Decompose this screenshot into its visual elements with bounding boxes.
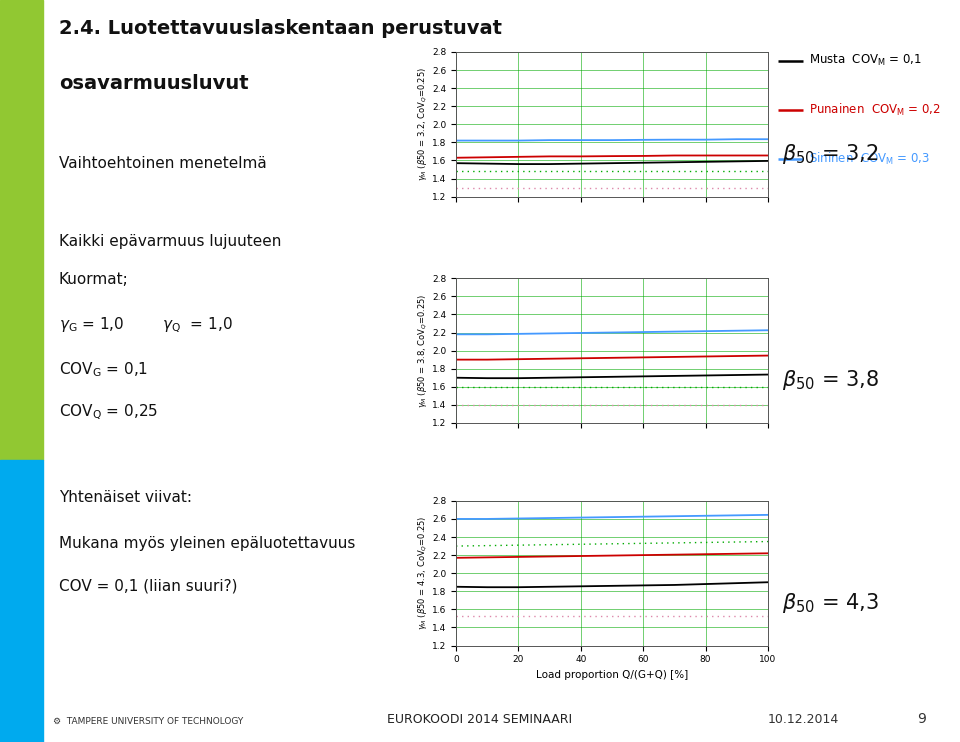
Text: ⚙  TAMPERE UNIVERSITY OF TECHNOLOGY: ⚙ TAMPERE UNIVERSITY OF TECHNOLOGY xyxy=(53,717,243,726)
Text: Musta  COV$_\mathrm{M}$ = 0,1: Musta COV$_\mathrm{M}$ = 0,1 xyxy=(809,53,923,68)
Y-axis label: $\gamma_\mathrm{M}$ ($\beta50$ = 3.2, $\mathrm{CoV}_Q$=0.25): $\gamma_\mathrm{M}$ ($\beta50$ = 3.2, $\… xyxy=(417,68,429,181)
Text: 10.12.2014: 10.12.2014 xyxy=(768,712,839,726)
Text: $\beta_{50}$ = 3,2: $\beta_{50}$ = 3,2 xyxy=(782,142,878,166)
Bar xyxy=(0,0,43,460)
Text: EUROKOODI 2014 SEMINAARI: EUROKOODI 2014 SEMINAARI xyxy=(388,712,572,726)
Text: Kaikki epävarmuus lujuuteen: Kaikki epävarmuus lujuuteen xyxy=(59,234,281,249)
X-axis label: Load proportion Q/(G+Q) [%]: Load proportion Q/(G+Q) [%] xyxy=(536,670,688,680)
Text: 2.4. Luotettavuuslaskentaan perustuvat: 2.4. Luotettavuuslaskentaan perustuvat xyxy=(59,19,502,38)
Text: $\beta_{50}$ = 4,3: $\beta_{50}$ = 4,3 xyxy=(782,591,879,615)
Text: $\gamma_\mathrm{G}$ = 1,0        $\gamma_\mathrm{Q}$  = 1,0: $\gamma_\mathrm{G}$ = 1,0 $\gamma_\mathr… xyxy=(59,315,232,335)
Text: Punainen  COV$_\mathrm{M}$ = 0,2: Punainen COV$_\mathrm{M}$ = 0,2 xyxy=(809,102,941,118)
Text: Sininen  COV$_\mathrm{M}$ = 0,3: Sininen COV$_\mathrm{M}$ = 0,3 xyxy=(809,151,930,167)
Text: Mukana myös yleinen epäluotettavuus: Mukana myös yleinen epäluotettavuus xyxy=(59,536,355,551)
Bar xyxy=(0,460,43,742)
Text: COV$_\mathrm{Q}$ = 0,25: COV$_\mathrm{Q}$ = 0,25 xyxy=(59,403,158,422)
Text: osavarmuusluvut: osavarmuusluvut xyxy=(59,74,249,93)
Text: Yhtenäiset viivat:: Yhtenäiset viivat: xyxy=(59,490,192,505)
Text: 9: 9 xyxy=(917,712,925,726)
Text: COV = 0,1 (liian suuri?): COV = 0,1 (liian suuri?) xyxy=(59,579,237,594)
Y-axis label: $\gamma_\mathrm{M}$ ($\beta50$ = 4.3, $\mathrm{CoV}_Q$=0.25): $\gamma_\mathrm{M}$ ($\beta50$ = 4.3, $\… xyxy=(417,516,429,631)
Text: COV$_\mathrm{G}$ = 0,1: COV$_\mathrm{G}$ = 0,1 xyxy=(59,360,148,378)
Text: Vaihtoehtoinen menetelmä: Vaihtoehtoinen menetelmä xyxy=(59,156,267,171)
Text: $\beta_{50}$ = 3,8: $\beta_{50}$ = 3,8 xyxy=(782,368,879,393)
Y-axis label: $\gamma_\mathrm{M}$ ($\beta50$ = 3.8, $\mathrm{CoV}_Q$=0.25): $\gamma_\mathrm{M}$ ($\beta50$ = 3.8, $\… xyxy=(417,293,429,408)
Text: Kuormat;: Kuormat; xyxy=(59,272,129,287)
